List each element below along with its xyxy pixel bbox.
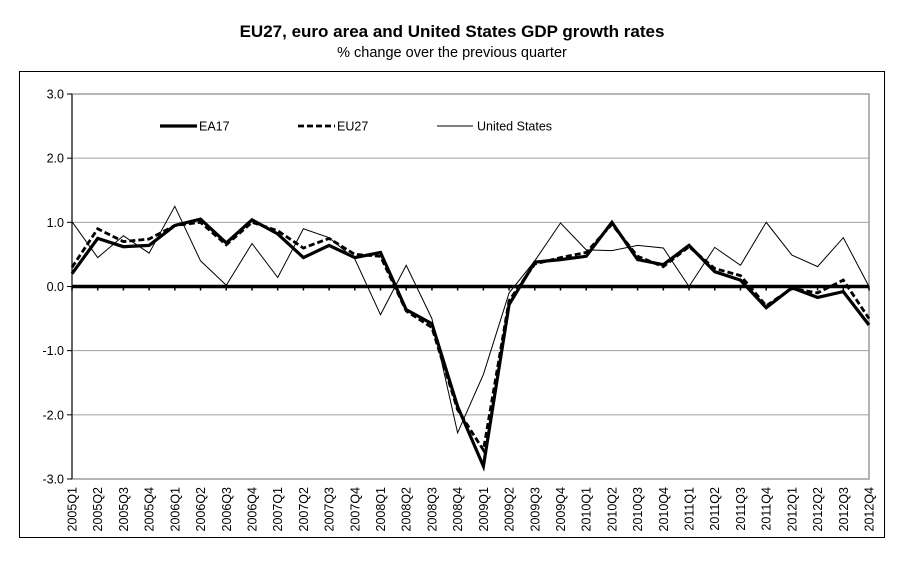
y-tick-label: 3.0 <box>47 88 64 102</box>
series-line-eu27 <box>70 220 871 454</box>
x-tick-label: 2005Q1 <box>66 487 80 532</box>
chart-frame <box>19 71 885 538</box>
plot-area: 3.02.01.00.0-1.0-2.0-3.0 2005Q1 2005Q2 200… <box>42 88 876 532</box>
x-tick-label: 2011Q3 <box>734 487 748 531</box>
x-tick-label: 2012Q2 <box>811 487 825 532</box>
y-tick-label: -1.0 <box>42 344 64 358</box>
x-tick-label: 2009Q3 <box>528 487 542 532</box>
y-tick-label: -3.0 <box>42 473 64 487</box>
x-tick-label: 2008Q4 <box>451 487 465 532</box>
x-axis: 2005Q1 2005Q2 2005Q3 2005Q4 2006Q1 2006Q2 2006… <box>66 284 877 532</box>
y-tick-label: 0.0 <box>47 280 64 294</box>
x-tick-label: 2009Q4 <box>554 487 568 532</box>
x-tick-label: 2008Q2 <box>400 487 414 532</box>
x-tick-label: 2010Q1 <box>580 487 594 532</box>
x-tick-label: 2005Q4 <box>143 487 157 532</box>
x-tick-label: 2006Q3 <box>220 487 234 532</box>
x-tick-label: 2010Q2 <box>605 487 619 532</box>
legend: EA17 EU27 United States <box>160 120 552 134</box>
x-tick-label: 2011Q1 <box>683 487 697 531</box>
x-tick-label: 2010Q4 <box>657 487 671 532</box>
x-tick-label: 2010Q3 <box>631 487 645 532</box>
x-tick-label: 2006Q4 <box>245 487 259 532</box>
legend-item-ea17: EA17 <box>160 120 230 134</box>
x-tick-label: 2007Q1 <box>271 487 285 532</box>
x-tick-label: 2012Q3 <box>837 487 851 532</box>
x-tick-label: 2009Q2 <box>503 487 517 532</box>
y-tick-label: 2.0 <box>47 152 64 166</box>
legend-label-united-states: United States <box>477 120 552 134</box>
x-tick-label: 2007Q3 <box>323 487 337 532</box>
series-line-united-states <box>71 205 870 435</box>
y-axis: 3.0 2.0 1.0 0.0 -1.0 -2.0 -3.0 <box>42 88 73 487</box>
x-tick-label: 2008Q3 <box>425 487 439 532</box>
y-tick-label: 1.0 <box>47 216 64 230</box>
legend-label-eu27: EU27 <box>337 120 368 134</box>
legend-item-united-states: United States <box>437 120 552 134</box>
legend-label-ea17: EA17 <box>199 120 230 134</box>
x-tick-label: 2005Q3 <box>117 487 131 532</box>
y-tick-label: -2.0 <box>42 408 64 422</box>
series-group <box>70 205 871 472</box>
chart-subtitle: % change over the previous quarter <box>337 45 567 61</box>
x-tick-label: 2007Q4 <box>348 487 362 532</box>
series-line-ea17 <box>70 217 871 472</box>
x-tick-label: 2006Q1 <box>168 487 182 532</box>
x-tick-label: 2006Q2 <box>194 487 208 532</box>
x-tick-label: 2007Q2 <box>297 487 311 532</box>
x-tick-label: 2009Q1 <box>477 487 491 532</box>
x-tick-label: 2011Q4 <box>760 487 774 531</box>
x-tick-label: 2008Q1 <box>374 487 388 532</box>
x-tick-label: 2011Q2 <box>708 487 722 531</box>
x-tick-label: 2012Q1 <box>785 487 799 532</box>
x-tick-label: 2005Q2 <box>91 487 105 532</box>
chart-title: EU27, euro area and United States GDP gr… <box>240 22 665 41</box>
x-tick-label: 2012Q4 <box>863 487 877 532</box>
legend-item-eu27: EU27 <box>298 120 368 134</box>
